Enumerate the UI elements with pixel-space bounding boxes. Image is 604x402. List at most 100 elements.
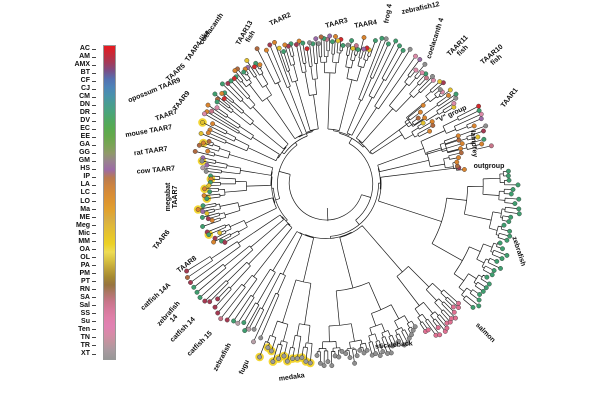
tip-dot — [205, 102, 211, 108]
clade-label-taar13: TAAR13fish — [235, 20, 261, 50]
tip-dot — [510, 187, 516, 192]
tip-dot — [420, 102, 426, 108]
clade-label-megabat-taar7: megabatTAAR7 — [165, 182, 179, 211]
tip-dot — [385, 41, 391, 47]
legend-item-HS: HS — [56, 165, 96, 173]
tip-dot — [318, 34, 324, 40]
tip-dot — [325, 359, 331, 364]
legend-tick-mark — [92, 265, 96, 267]
tip-dot — [202, 186, 208, 192]
tip-dot — [373, 351, 378, 356]
tip-dot — [413, 67, 419, 73]
legend-item-EC: EC — [56, 125, 96, 133]
tip-dot — [478, 111, 484, 117]
tip-dot — [304, 46, 310, 52]
clade-label-catfish15: catfish 15 — [186, 330, 214, 358]
tip-dot — [483, 285, 489, 291]
tip-dot — [400, 48, 406, 53]
tip-dot — [313, 36, 319, 42]
tip-dot — [459, 141, 465, 147]
tip-dot — [212, 91, 218, 97]
legend-tick-mark — [92, 201, 96, 202]
clade-label-taar1: TAAR1 — [500, 87, 520, 109]
tip-dot — [204, 196, 210, 202]
tip-dot — [200, 224, 206, 229]
clade-label-catfish14a: catfish 14A — [140, 282, 172, 312]
tip-dot — [481, 136, 487, 142]
legend-item-MM: MM — [56, 238, 96, 246]
tip-dot — [303, 358, 309, 364]
legend-tick-mark — [92, 305, 96, 307]
legend-item-DV: DV — [56, 117, 96, 125]
tip-dot — [417, 57, 423, 62]
clade-label-opossum-taar9: opossum TAAR9 — [127, 77, 182, 104]
legend-label: LC — [80, 189, 90, 197]
tip-dot — [491, 268, 497, 273]
legend-label: SA — [80, 293, 90, 301]
tip-dot — [396, 338, 401, 344]
tip-dot — [209, 217, 215, 223]
legend-label: LA — [80, 181, 90, 189]
legend-label: CF — [80, 77, 90, 85]
legend-label: Sal — [79, 301, 90, 309]
legend-label: DV — [80, 117, 90, 125]
legend-item-OA: OA — [56, 246, 96, 254]
legend-tick-mark — [92, 72, 96, 74]
tip-dot — [456, 155, 461, 161]
tip-dot — [191, 284, 197, 290]
tip-dot — [201, 111, 207, 117]
tip-dot — [218, 316, 224, 322]
tip-dot — [437, 332, 443, 338]
legend-label: Ma — [80, 205, 90, 213]
tip-dot — [506, 177, 512, 183]
tip-dot — [214, 105, 220, 111]
legend-label: PA — [80, 261, 90, 269]
tip-dot — [222, 239, 228, 245]
tip-dot — [456, 300, 461, 306]
legend-label: XT — [81, 350, 90, 357]
tip-dot — [450, 304, 456, 310]
clade-label-salmon: salmon — [474, 322, 496, 344]
tip-dot — [483, 123, 489, 129]
tip-dot — [410, 327, 416, 333]
tip-dot — [437, 87, 443, 93]
tip-dot — [281, 353, 287, 359]
tip-dot — [458, 146, 463, 152]
legend-tick-mark — [92, 64, 96, 66]
tip-dot — [415, 115, 421, 121]
tip-dot — [352, 360, 357, 366]
tip-dot — [420, 120, 426, 126]
legend-label: Meg — [76, 221, 90, 229]
tip-dot — [296, 38, 302, 44]
tip-dot — [361, 35, 367, 40]
tip-dot — [199, 214, 205, 220]
tip-dot — [329, 39, 335, 45]
clade-label-taar4like: TAAR4-like — [184, 29, 211, 63]
tip-dot — [501, 222, 507, 228]
clade-label-zebrafish-r: zebrafish — [510, 236, 526, 267]
tip-dot — [184, 275, 190, 280]
legend-item-GA: GA — [56, 141, 96, 149]
legend-tick-mark — [92, 313, 96, 315]
tip-dot — [430, 123, 436, 128]
tip-dot — [481, 128, 486, 134]
tip-dot — [505, 168, 511, 174]
tip-dot — [380, 349, 386, 354]
tip-dot — [200, 140, 206, 146]
tip-dot — [267, 42, 273, 48]
tip-dot — [307, 360, 313, 366]
legend-item-LC: LC — [56, 189, 96, 197]
legend-label: AM — [79, 53, 90, 61]
tip-dot — [435, 325, 441, 330]
tip-dot — [516, 211, 522, 217]
tip-dot — [329, 363, 335, 368]
tip-dot — [456, 137, 462, 143]
legend-tick-mark — [92, 96, 96, 98]
tip-dot — [453, 95, 459, 101]
tip-dot — [205, 148, 211, 154]
tip-dot — [516, 206, 522, 212]
clade-label-taar7: TAAR7 — [155, 108, 179, 122]
legend-tick-mark — [92, 345, 96, 347]
